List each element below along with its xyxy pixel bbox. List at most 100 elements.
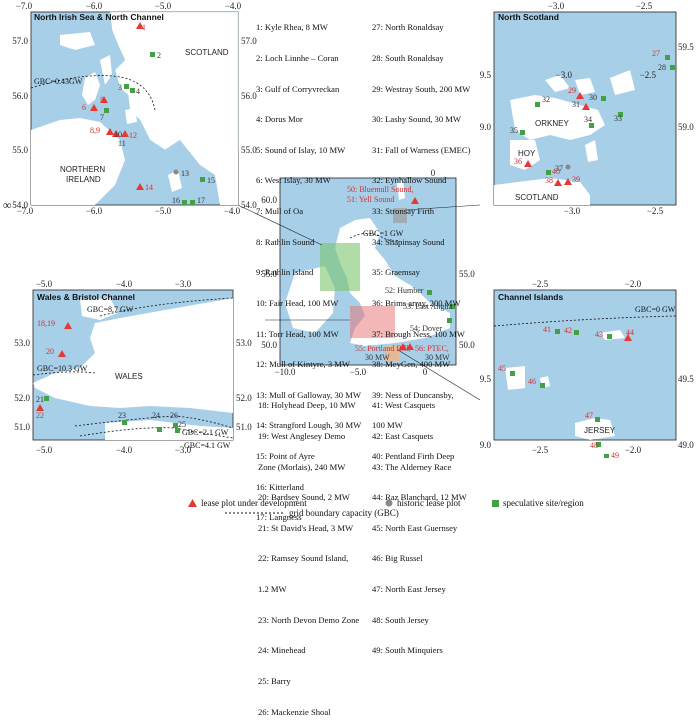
shetland-land: [397, 180, 405, 200]
list-item: 43: The Alderney Race: [372, 461, 452, 472]
list-item: 36: Brims array, 200 MW: [372, 297, 461, 308]
list-item: 13: Mull of Galloway, 30 MW: [256, 389, 361, 400]
site-36-marker: [524, 160, 532, 167]
site-23-marker: [122, 420, 127, 425]
gbc-line-2: [32, 371, 96, 376]
list-item: 27: North Ronaldsay: [372, 22, 444, 33]
site-49-label: 49: [611, 451, 619, 458]
site-24-label: 24: [152, 411, 160, 420]
ns-inner-tick-30: −3.0: [556, 70, 573, 80]
list-item: 4: Dorus Mor: [256, 114, 303, 125]
site-38-marker: [554, 179, 562, 186]
jura-land: [100, 55, 112, 85]
site-14-marker: [136, 183, 144, 190]
list-item: 32: Eynhallow Sound: [372, 175, 447, 186]
site-55-label: 55: Portland Bill,: [355, 344, 410, 353]
panel-title-channel: Channel Islands: [498, 292, 563, 302]
isle-of-man-land: [168, 170, 182, 192]
site-8-9-label: 8,9: [90, 126, 100, 135]
list-item: 45: North East Guernsey: [372, 522, 458, 533]
islay-land: [82, 72, 100, 105]
site-39-label: 39: [572, 175, 580, 184]
site-42-label: 42: [564, 326, 572, 335]
uk-ytick-2: 55.0: [261, 269, 277, 279]
list-item: 46: Big Russel: [372, 553, 423, 564]
site-list-wales: 18: Holyhead Deep, 10 MW 19: West Angles…: [258, 380, 359, 727]
site-2-marker: [150, 52, 155, 57]
ns-ytick-r2: 59.0: [678, 122, 694, 132]
site-12-marker: [121, 130, 129, 137]
ci-ytick-1: 49.5: [480, 374, 492, 384]
legend-lease-label: lease plot under development: [201, 498, 307, 508]
site-31-label: 31: [572, 100, 580, 109]
site-6-marker: [90, 104, 98, 111]
w-xtick-b3: −3.0: [175, 445, 192, 455]
site-5-marker: [100, 96, 108, 103]
list-item: 41: West Casquets: [372, 400, 436, 411]
site-46-marker: [540, 383, 545, 388]
ns-xtick-1: −3.0: [548, 1, 565, 11]
site-25-label: 25: [178, 420, 186, 429]
site-28-label: 28: [658, 63, 666, 72]
northern-ireland-land: [31, 118, 125, 205]
ci-ytick-2: 49.0: [480, 440, 492, 450]
legend-speculative-label: speculative site/region: [503, 498, 584, 508]
gbc-line-channel: [493, 315, 677, 327]
north-irish-sea-map: North Irish Sea & North Channel SCOTLAND…: [12, 1, 257, 215]
site-4-marker: [130, 88, 135, 93]
list-item: Zone (Morlais), 240 MW: [258, 461, 346, 472]
uk-overview-map: GBC=1 GW 50: Bluemull Sound, 51: Yell So…: [261, 168, 475, 377]
ni-xtick-b3: −5.0: [155, 206, 172, 215]
ns-xtick-b2: −2.5: [647, 206, 664, 215]
list-item: 3: Gulf of Corryvreckan: [256, 83, 340, 94]
list-item: 10: Fair Head, 100 MW: [256, 297, 339, 308]
site-16-marker: [182, 200, 187, 205]
w-ytick-r2: 52.0: [236, 393, 252, 403]
panel-title-north-irish: North Irish Sea & North Channel: [34, 12, 164, 22]
site-4-label: 4: [136, 87, 140, 96]
south-ronaldsay-land: [585, 140, 598, 162]
site-22-label: 22: [36, 411, 44, 420]
site-34-marker: [589, 123, 594, 128]
site-27-label: 27: [652, 49, 660, 58]
site-30-marker: [601, 96, 606, 101]
site-50-marker: [411, 197, 419, 204]
list-item: 34: Shapinsay Sound: [372, 236, 445, 247]
gbc-label-2: GBC=10.3 GW: [37, 364, 88, 373]
list-item: 5: Sound of Islay, 10 MW: [256, 144, 346, 155]
gbc-label-1: GBC=8.7 GW: [87, 305, 134, 314]
site-32-label: 32: [542, 95, 550, 104]
site-12-label: 12: [129, 131, 137, 140]
site-33-marker: [618, 112, 623, 117]
w-ytick-r3: 51.0: [236, 422, 252, 432]
uk-ytick-3: 50.0: [261, 340, 277, 350]
site-31-marker: [582, 103, 590, 110]
anglesey-land: [80, 298, 118, 320]
list-item: 8: Rathlin Sound: [256, 236, 315, 247]
region-orkney: ORKNEY: [535, 119, 569, 128]
site-30-label: 30: [589, 93, 597, 102]
site-56-marker: [406, 343, 414, 350]
list-item: 100 MW: [372, 420, 403, 431]
region-northern: NORTHERN: [60, 165, 105, 174]
wales-map: Wales & Bristol Channel WALES GBC=8.7 GW…: [14, 279, 252, 455]
gbc-label-channel: GBC=0 GW: [635, 305, 676, 314]
list-item: 7: Mull of Oa: [256, 206, 304, 217]
site-20-marker: [58, 350, 66, 357]
site-44-label: 44: [626, 328, 634, 337]
site-54-label: 54: Dover: [410, 324, 443, 333]
ns-xtick-b1: −3.0: [564, 206, 581, 215]
site-35-label: 35: [510, 126, 518, 135]
site-13-label: 13: [181, 169, 189, 178]
site-13-marker: [173, 169, 179, 175]
gbc-label-4: GBC=4.1 GW: [184, 441, 231, 450]
site-20-label: 20: [46, 347, 54, 356]
site-32-marker: [535, 102, 540, 107]
site-47-marker: [595, 417, 600, 422]
site-53-label: 53: East Anglia: [403, 302, 453, 311]
site-45-label: 45: [498, 364, 506, 373]
site-40-marker: [546, 170, 551, 175]
site-15-marker: [200, 177, 205, 182]
site-7-marker: [104, 108, 109, 113]
list-item: 19: West Anglesey Demo: [258, 431, 346, 442]
